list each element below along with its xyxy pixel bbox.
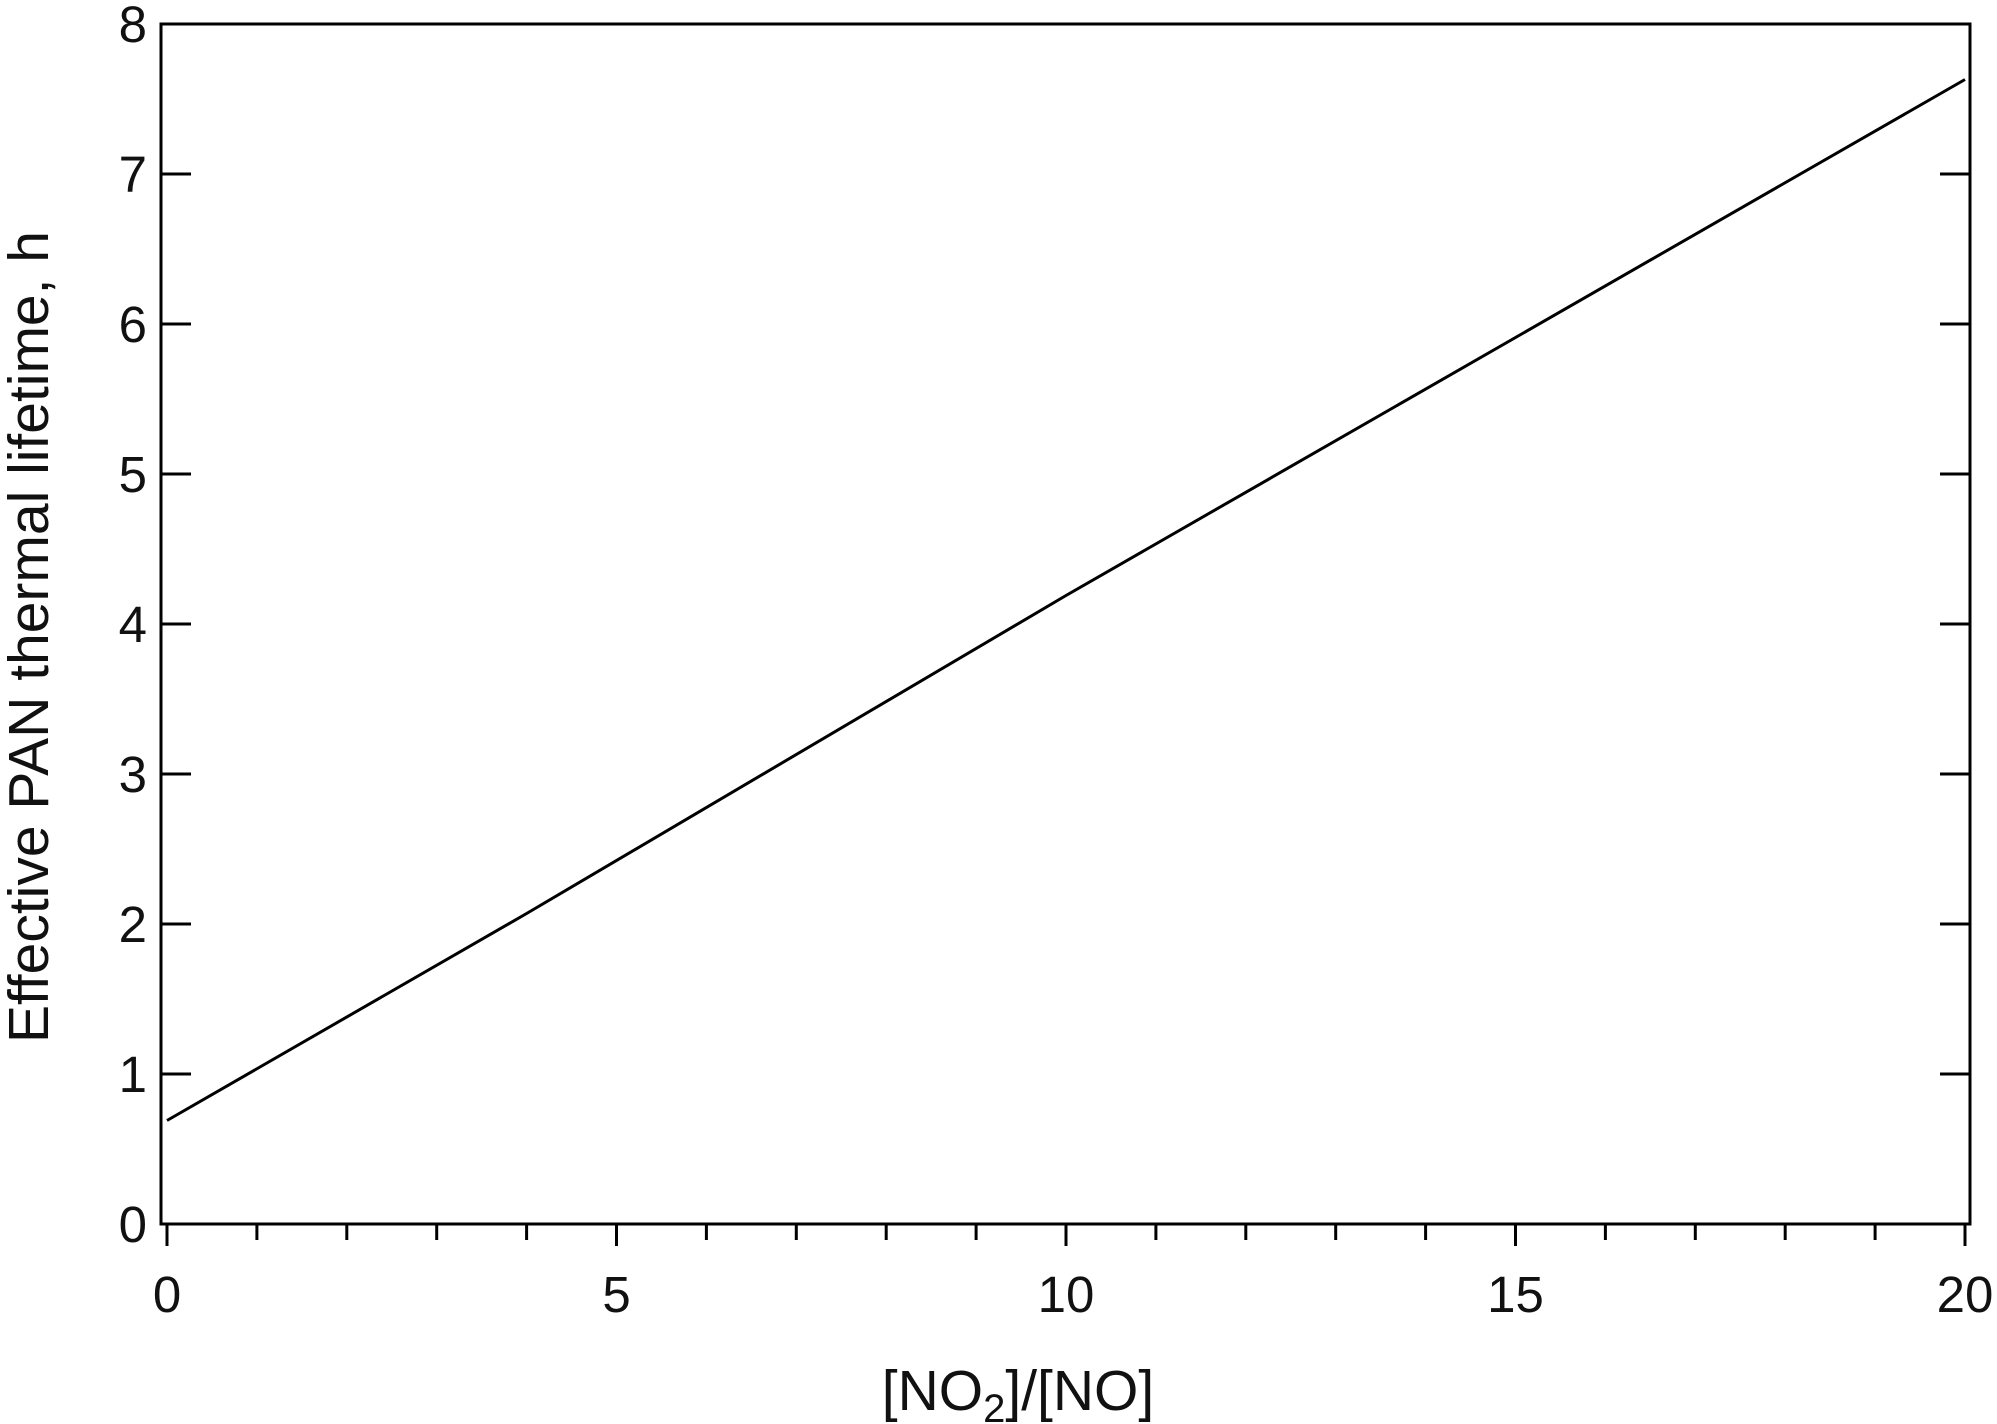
y-tick-label: 6 [119, 296, 147, 353]
data-line [166, 78, 1966, 1122]
x-tick-label: 5 [602, 1266, 630, 1323]
y-tick-label: 5 [119, 446, 147, 503]
y-tick-label: 0 [119, 1196, 147, 1253]
y-tick-label: 3 [119, 746, 147, 803]
y-tick-label: 8 [119, 0, 147, 53]
x-label-subscript: 2 [983, 1387, 1005, 1424]
y-tick-label: 7 [119, 146, 147, 203]
x-label-part: [NO [882, 1359, 983, 1423]
y-tick-label: 1 [119, 1046, 147, 1103]
x-axis-label: [NO2]/[NO] [882, 1359, 1154, 1424]
y-tick-label: 2 [119, 896, 147, 953]
x-tick-label: 20 [1937, 1266, 1994, 1323]
x-tick-label: 10 [1038, 1266, 1095, 1323]
y-tick-label: 4 [119, 596, 147, 653]
x-tick-label: 15 [1487, 1266, 1544, 1323]
x-label-part: ]/[NO] [1005, 1359, 1154, 1423]
x-tick-label: 0 [153, 1266, 181, 1323]
y-axis-label: Effective PAN thermal lifetime, h [0, 231, 61, 1043]
plot-frame [159, 22, 1972, 1226]
